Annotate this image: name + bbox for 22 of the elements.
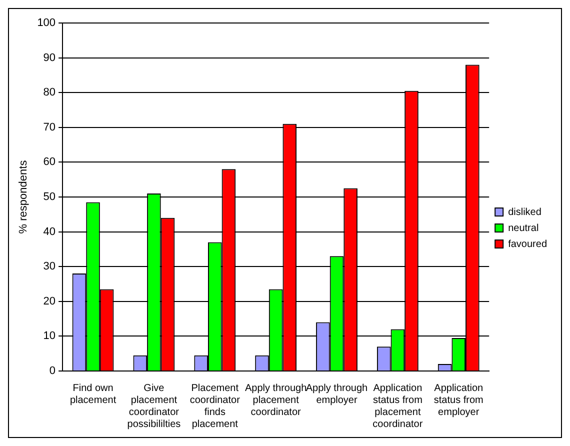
- y-tick-label: 40: [43, 226, 56, 238]
- legend-label: neutral: [508, 222, 539, 234]
- y-tick-label: 0: [49, 365, 56, 378]
- x-tick-label: Placement coordinator finds placement: [190, 382, 241, 430]
- legend-label: disliked: [508, 206, 542, 218]
- y-tick-label: 60: [43, 156, 56, 168]
- x-tick-label: Apply through employer: [306, 382, 368, 406]
- legend-label: favoured: [508, 238, 548, 250]
- x-tick-label: Apply through placement coordinator: [244, 382, 307, 418]
- y-tick-label: 100: [37, 17, 56, 30]
- y-tick-label: 10: [43, 330, 56, 342]
- y-tick-label: 20: [43, 295, 56, 308]
- y-tick-label: 30: [43, 260, 56, 273]
- y-tick-label: 70: [43, 121, 56, 134]
- x-tick-label: Find own placement: [70, 382, 116, 406]
- y-axis-title: % respondents: [18, 160, 30, 234]
- y-tick-label: 90: [43, 52, 56, 64]
- x-tick-label: Application status from placement coordinator: [372, 382, 424, 430]
- y-tick-label: 80: [43, 86, 56, 99]
- x-tick-label: Give placement coordinator possibililties: [127, 382, 181, 430]
- y-tick-label: 50: [43, 191, 56, 204]
- x-tick-label: Application status from employer: [434, 382, 484, 418]
